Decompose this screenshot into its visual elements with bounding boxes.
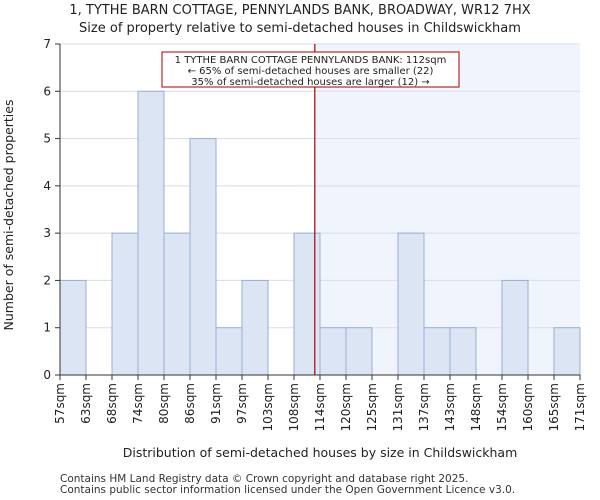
x-tick-label: 68sqm — [105, 383, 119, 424]
plot-area: 0 1 2 3 4 5 6 7 57sqm 63sqm 68sqm 74sqm 80sqm 86sqm 91… — [43, 37, 587, 431]
x-tick-label: 57sqm — [53, 383, 67, 424]
x-tick-label: 86sqm — [183, 383, 197, 424]
y-tick-label: 4 — [43, 179, 51, 193]
y-tick-label: 3 — [43, 226, 51, 240]
bar-97sqm — [241, 279, 269, 376]
x-tick-label: 63sqm — [79, 383, 93, 424]
y-tick-label: 1 — [43, 321, 51, 335]
y-tick-label: 0 — [43, 368, 51, 382]
bar-74sqm — [137, 90, 165, 376]
x-tick-label: 80sqm — [157, 383, 171, 424]
x-tick-label: 165sqm — [547, 383, 561, 431]
bar-108sqm — [293, 232, 321, 376]
annotation-line-2: ← 65% of semi-detached houses are smalle… — [188, 66, 434, 77]
y-axis-label: Number of semi-detached properties — [1, 100, 16, 331]
footer-copyright: Contains HM Land Registry data © Crown c… — [60, 473, 469, 485]
annotation-box — [161, 51, 460, 88]
x-tick-label: 148sqm — [469, 383, 483, 431]
x-tick-label: 143sqm — [443, 383, 457, 431]
x-tick-label: 137sqm — [417, 383, 431, 431]
x-tick-label: 120sqm — [339, 383, 353, 431]
y-tick-label: 5 — [43, 132, 51, 146]
x-tick-label: 74sqm — [131, 383, 145, 424]
annotation-line-1: 1 TYTHE BARN COTTAGE PENNYLANDS BANK: 11… — [175, 55, 447, 66]
bar-80sqm — [163, 232, 191, 376]
footer-licence: Contains public sector information licen… — [60, 484, 516, 496]
x-tick-label: 171sqm — [573, 383, 587, 431]
highlight-region — [314, 44, 580, 375]
y-tick-label: 6 — [43, 84, 51, 98]
x-tick-label: 103sqm — [261, 383, 275, 431]
bar-68sqm — [111, 232, 139, 376]
chart-subtitle: Size of property relative to semi-detach… — [79, 21, 521, 36]
bar-57sqm — [59, 279, 87, 376]
bar-86sqm — [189, 138, 217, 376]
y-tick-label: 7 — [43, 37, 51, 51]
bar-165sqm — [553, 327, 581, 376]
bar-120sqm — [345, 327, 373, 376]
x-tick-label: 125sqm — [365, 383, 379, 431]
bar-131sqm — [397, 232, 425, 376]
x-tick-label: 91sqm — [209, 383, 223, 424]
x-axis-label: Distribution of semi-detached houses by … — [123, 445, 518, 460]
x-tick-label: 131sqm — [391, 383, 405, 431]
x-tick-label: 108sqm — [287, 383, 301, 431]
x-tick-label: 160sqm — [521, 383, 535, 431]
chart-title: 1, TYTHE BARN COTTAGE, PENNYLANDS BANK, … — [69, 3, 530, 18]
bar-114sqm — [319, 327, 347, 376]
y-tick-label: 2 — [43, 273, 51, 287]
bar-154sqm — [501, 279, 529, 376]
histogram-chart: 1, TYTHE BARN COTTAGE, PENNYLANDS BANK, … — [1, 3, 587, 460]
x-tick-label: 97sqm — [235, 383, 249, 424]
bar-137sqm — [423, 327, 451, 376]
x-tick-label: 154sqm — [495, 383, 509, 431]
bar-91sqm — [215, 327, 243, 376]
annotation-line-3: 35% of semi-detached houses are larger (… — [191, 77, 429, 88]
x-tick-label: 114sqm — [313, 383, 327, 431]
bar-143sqm — [449, 327, 477, 376]
